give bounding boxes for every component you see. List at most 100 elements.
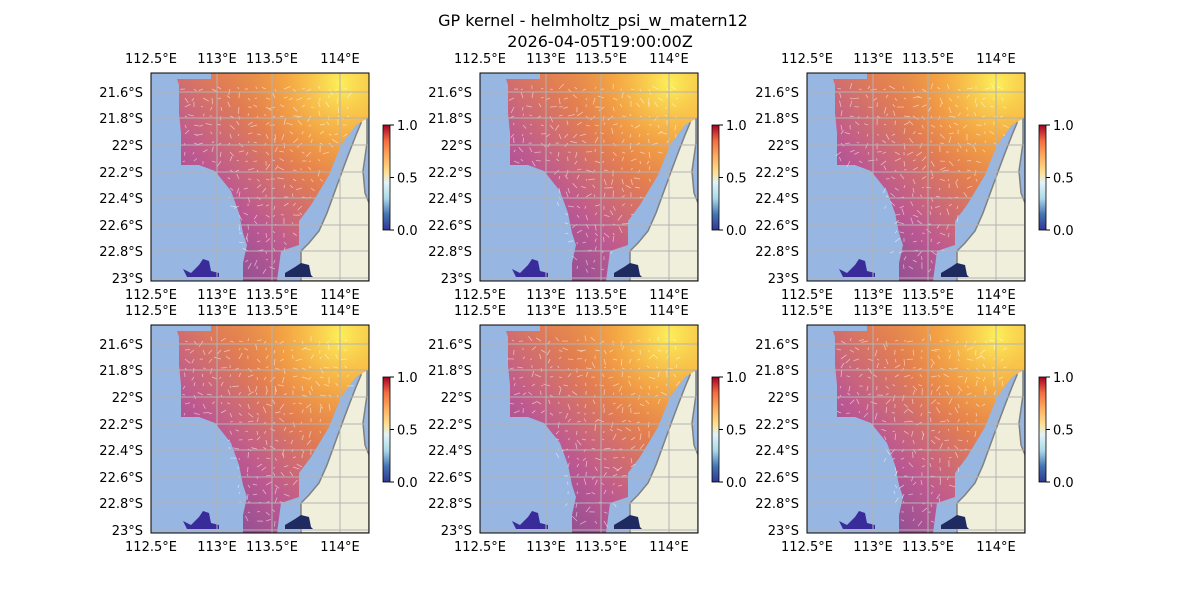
shoal-right <box>941 263 969 277</box>
panel-2: 112.5°E 112.5°E 113°E 113°E 113.5°E 113.5°E 11… <box>428 52 746 303</box>
lon-tick-label-top: 113°E <box>526 52 566 67</box>
lat-tick-label: 22.4°S <box>428 444 472 459</box>
lat-tick-label: 23°S <box>768 272 799 287</box>
lon-tick-label-top: 112.5°E <box>454 304 506 319</box>
lon-tick-label-top: 112.5°E <box>125 304 177 319</box>
lon-tick-label-bottom: 114°E <box>649 540 689 555</box>
lon-tick-label-bottom: 114°E <box>649 288 689 303</box>
lon-tick-label-top: 112.5°E <box>781 52 833 67</box>
lon-tick-label-bottom: 113°E <box>853 288 893 303</box>
gridlines <box>480 325 698 533</box>
colorbar-gradient <box>382 376 391 483</box>
panel-4: 112.5°E 112.5°E 113°E 113°E 113.5°E 113.5°E 11… <box>99 304 417 555</box>
lon-tick-label-top: 113°E <box>853 52 893 67</box>
colorbar-tick-label: 1.0 <box>397 371 418 386</box>
panel-6: 112.5°E 112.5°E 113°E 113°E 113.5°E 113.5°E 11… <box>755 304 1073 555</box>
lat-tick-label: 22.8°S <box>428 497 472 512</box>
colorbar-tick-label: 0.5 <box>397 424 418 439</box>
gridlines <box>480 73 698 281</box>
lat-tick-label: 22°S <box>112 139 143 154</box>
map-area <box>151 325 369 533</box>
lat-tick-label: 22.4°S <box>428 192 472 207</box>
colorbar-tick-label: 1.0 <box>397 119 418 134</box>
gridlines <box>807 73 1025 281</box>
quiver-arrows <box>835 82 1009 273</box>
shoal-right <box>285 515 313 529</box>
lat-tick-label: 23°S <box>112 524 143 539</box>
lon-tick-label-bottom: 113°E <box>526 540 566 555</box>
lat-tick-label: 21.6°S <box>755 86 799 101</box>
lon-tick-label-top: 114°E <box>320 52 360 67</box>
quiver-arrows <box>507 335 681 528</box>
lat-tick-label: 21.8°S <box>428 364 472 379</box>
lat-tick-label: 22°S <box>768 391 799 406</box>
lon-tick-label-bottom: 114°E <box>320 540 360 555</box>
map-area <box>807 73 1025 281</box>
lon-tick-label-bottom: 113°E <box>853 540 893 555</box>
lon-tick-label-top: 113°E <box>853 304 893 319</box>
colorbar-tick-label: 0.0 <box>726 476 747 491</box>
lat-tick-label: 22.6°S <box>428 219 472 234</box>
lat-tick-label: 21.8°S <box>99 364 143 379</box>
gridlines <box>807 325 1025 533</box>
lon-tick-label-bottom: 113°E <box>197 540 237 555</box>
lat-tick-label: 22.4°S <box>99 192 143 207</box>
lat-tick-label: 21.6°S <box>428 338 472 353</box>
lat-tick-label: 22.2°S <box>99 418 143 433</box>
lon-tick-label-bottom: 112.5°E <box>454 540 506 555</box>
lat-tick-label: 22.4°S <box>99 444 143 459</box>
lat-tick-label: 22.8°S <box>99 245 143 260</box>
lat-tick-label: 22.6°S <box>99 471 143 486</box>
colorbar-tick-label: 0.0 <box>397 224 418 239</box>
lon-tick-label-bottom: 112.5°E <box>125 540 177 555</box>
lat-tick-label: 22.8°S <box>99 497 143 512</box>
colorbar-tick-label: 0.0 <box>726 224 747 239</box>
lon-tick-label-top: 114°E <box>976 304 1016 319</box>
colorbar-tick-label: 0.0 <box>1053 476 1074 491</box>
lon-tick-label-top: 113.5°E <box>902 304 954 319</box>
colorbar: 1.0 0.5 0.0 <box>382 371 418 491</box>
lat-tick-label: 23°S <box>441 272 472 287</box>
colorbar: 1.0 0.5 0.0 <box>1038 119 1074 239</box>
colorbar: 1.0 0.5 0.0 <box>711 119 747 239</box>
lat-tick-label: 21.8°S <box>755 112 799 127</box>
axes-frame <box>479 324 699 534</box>
lat-tick-label: 22.6°S <box>99 219 143 234</box>
lat-tick-label: 22.2°S <box>755 418 799 433</box>
colorbar-gradient <box>382 124 391 231</box>
map-area <box>807 325 1025 533</box>
shoal-left <box>512 511 548 529</box>
lon-tick-label-top: 114°E <box>320 304 360 319</box>
axes-frame <box>806 72 1026 282</box>
lat-tick-label: 22.2°S <box>428 166 472 181</box>
panel-5: 112.5°E 112.5°E 113°E 113°E 113.5°E 113.5°E 11… <box>428 304 746 555</box>
colorbar: 1.0 0.5 0.0 <box>382 119 418 239</box>
lon-tick-label-bottom: 113.5°E <box>902 288 954 303</box>
quiver-arrows <box>508 83 679 273</box>
axes-frame <box>806 324 1026 534</box>
figure-title-line2: 2026-04-05T19:00:00Z <box>507 32 693 51</box>
lon-tick-label-top: 114°E <box>649 304 689 319</box>
shoal-right <box>614 263 642 277</box>
lon-tick-label-top: 113.5°E <box>246 52 298 67</box>
map-area <box>151 73 369 281</box>
lat-tick-label: 23°S <box>768 524 799 539</box>
lon-tick-label-top: 113.5°E <box>575 52 627 67</box>
lat-tick-label: 22.2°S <box>99 166 143 181</box>
gridlines <box>151 73 369 281</box>
lon-tick-label-bottom: 114°E <box>976 540 1016 555</box>
lat-tick-label: 22.6°S <box>755 219 799 234</box>
shoal-left <box>183 511 219 529</box>
shoal-left <box>183 259 219 277</box>
colorbar-tick-label: 0.0 <box>1053 224 1074 239</box>
shoal-left <box>839 259 875 277</box>
colorbar-tick-label: 1.0 <box>726 371 747 386</box>
lat-tick-label: 21.6°S <box>99 86 143 101</box>
lat-tick-label: 21.8°S <box>755 364 799 379</box>
lon-tick-label-bottom: 113.5°E <box>575 540 627 555</box>
colorbar-gradient <box>711 376 720 483</box>
colorbar-gradient <box>1038 376 1047 483</box>
quiver-arrows <box>836 334 1008 527</box>
lon-tick-label-bottom: 113.5°E <box>246 540 298 555</box>
